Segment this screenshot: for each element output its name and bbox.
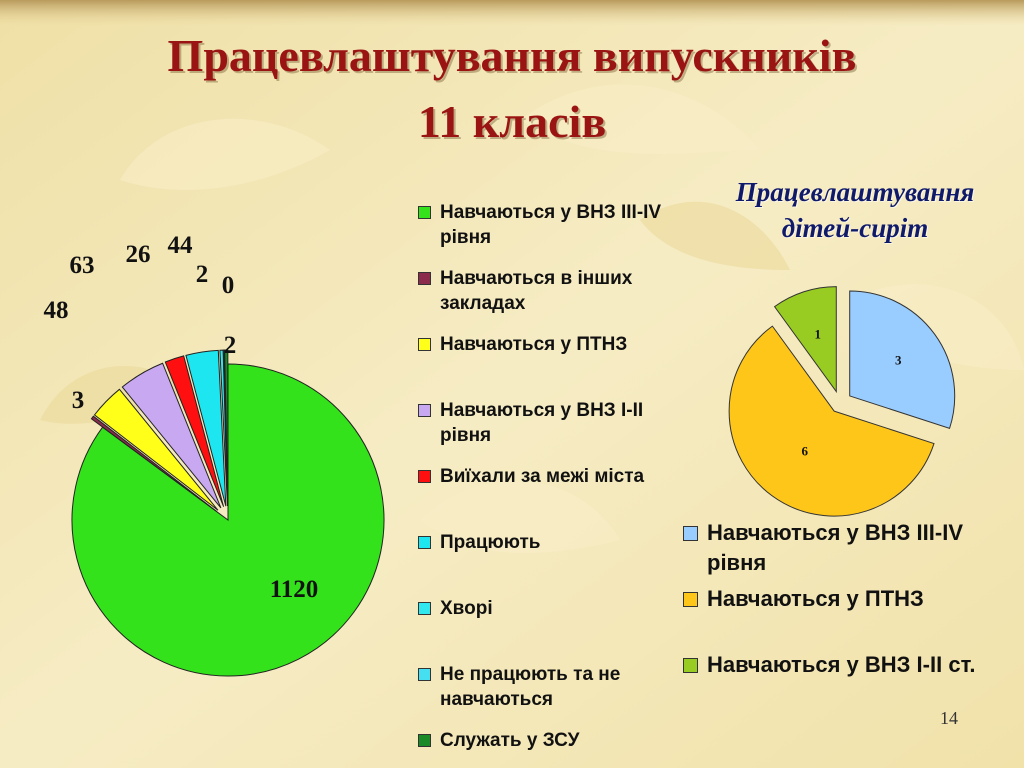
orphans-legend-swatch <box>683 658 698 673</box>
main-legend-swatch <box>418 602 431 615</box>
orphans-title-line2: дітей-сиріт <box>781 213 929 243</box>
main-pie-value-label: 44 <box>168 232 194 259</box>
main-legend-label: Навчаються в інших закладах <box>440 268 633 314</box>
orphans-pie-value-label: 1 <box>815 327 822 342</box>
page-number: 14 <box>940 708 958 728</box>
main-legend-label: Навчаються у ВНЗ ІІІ-ІV рівня <box>440 202 662 248</box>
orphans-chart-title: Працевлаштування дітей-сиріт <box>700 174 1010 246</box>
main-legend-swatch <box>418 668 431 681</box>
main-legend-swatch <box>418 206 431 219</box>
orphans-title-line1: Працевлаштування <box>735 177 975 207</box>
orphans-pie-slice <box>849 290 956 430</box>
main-pie-slice <box>224 349 229 507</box>
main-pie-value-label: 1120 <box>270 576 319 603</box>
orphans-pie-value-label: 6 <box>801 444 808 459</box>
main-pie-slice <box>71 363 385 677</box>
main-legend-swatch <box>418 338 431 351</box>
main-legend-swatch <box>418 404 431 417</box>
main-legend-swatch <box>418 272 431 285</box>
main-pie-value-label: 2 <box>196 261 209 288</box>
main-pie-slice <box>121 362 222 509</box>
main-legend-label: Працюють <box>440 532 541 553</box>
main-pie-value-label: 0 <box>222 272 235 299</box>
orphans-legend-label: Навчаються у ВНЗ ІІІ-ІV рівня <box>707 520 964 575</box>
orphans-legend-swatch <box>683 526 698 541</box>
main-legend-swatch <box>418 734 431 747</box>
orphans-legend-label: Навчаються у ПТНЗ <box>707 586 924 611</box>
orphans-pie: 3 6 1 <box>728 286 956 517</box>
main-legend-label: Не працюють та не навчаються <box>440 664 621 710</box>
main-legend-label: Служать у ЗСУ <box>440 730 580 751</box>
main-legend-swatch <box>418 470 431 483</box>
main-pie-value-label: 48 <box>44 297 69 324</box>
main-pie-slice <box>90 415 218 512</box>
orphans-pie-slice <box>728 325 935 517</box>
orphans-legend-swatch <box>683 592 698 607</box>
orphans-pie-value-label: 3 <box>895 353 902 368</box>
slide-title-line1: Працевлаштування випускників <box>167 30 857 81</box>
main-pie-value-label: 3 <box>72 387 85 414</box>
main-pie-value-label: 63 <box>70 252 95 279</box>
main-legend-label: Навчаються у ВНЗ І-ІІ рівня <box>440 400 644 446</box>
main-pie-value-label: 2 <box>224 332 237 359</box>
main-pie-slice <box>93 388 219 511</box>
main-pie-slice <box>185 349 227 507</box>
main-pie-slice <box>164 355 225 507</box>
orphans-pie-slice <box>773 286 837 394</box>
orphans-legend-label: Навчаються у ВНЗ І-ІІ ст. <box>707 652 976 677</box>
main-legend-label: Навчаються у ПТНЗ <box>440 334 628 355</box>
main-pie-value-label: 26 <box>126 241 151 268</box>
main-legend-swatch <box>418 536 431 549</box>
main-legend-label: Виїхали за межі міста <box>440 466 645 487</box>
slide-title-line2: 11 класів <box>417 96 607 147</box>
main-legend-label: Хворі <box>440 598 493 619</box>
